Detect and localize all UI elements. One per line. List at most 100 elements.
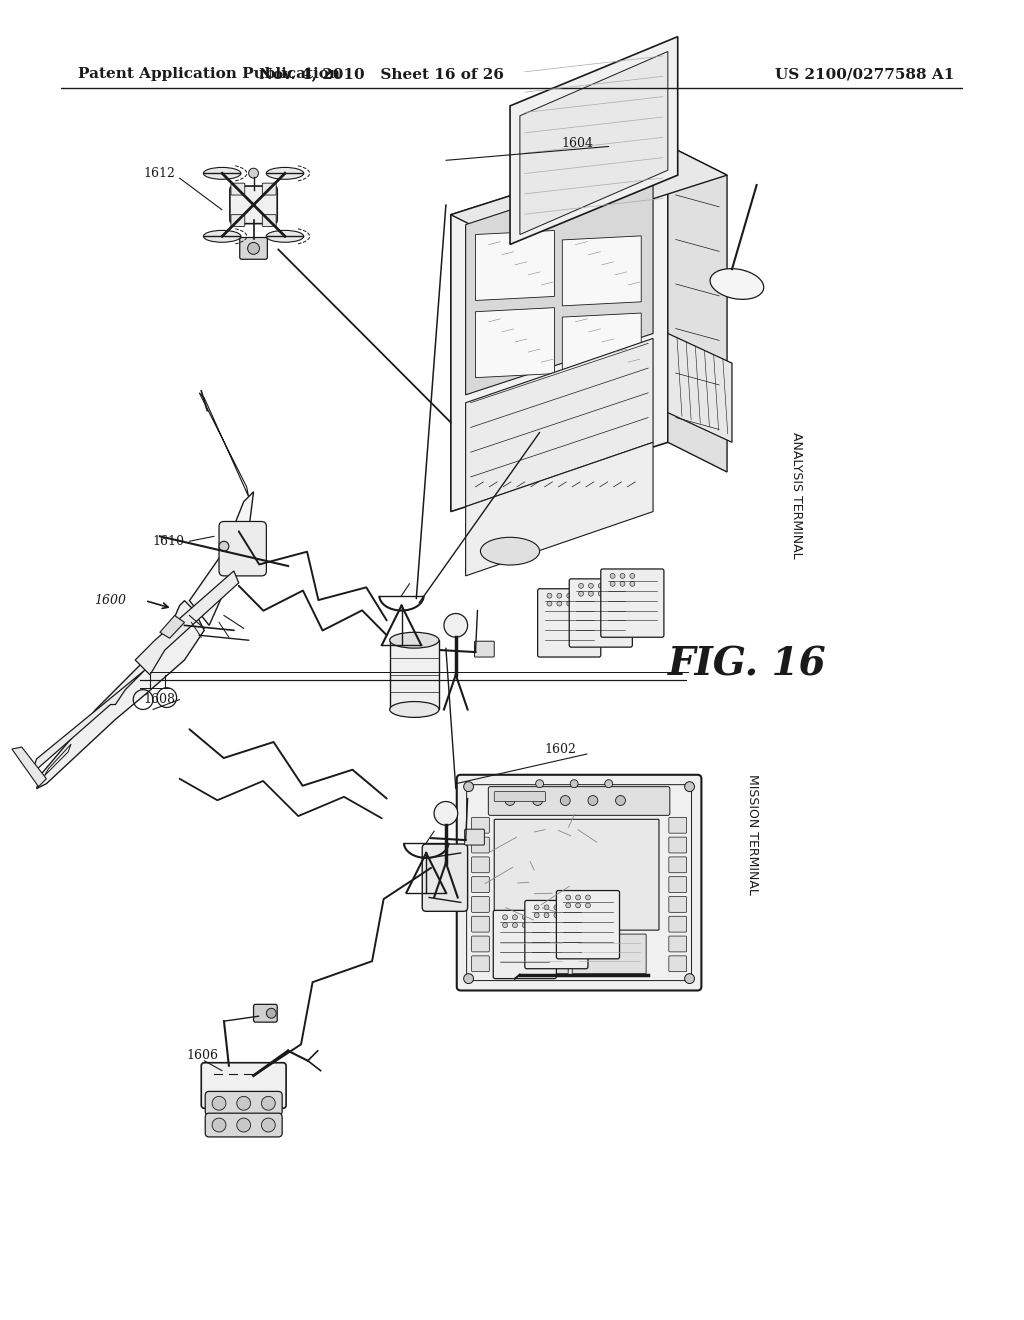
Polygon shape bbox=[466, 442, 653, 576]
Ellipse shape bbox=[204, 168, 241, 180]
Text: 1600: 1600 bbox=[94, 594, 126, 607]
Circle shape bbox=[547, 601, 552, 606]
Circle shape bbox=[535, 906, 539, 909]
Circle shape bbox=[605, 780, 612, 788]
Circle shape bbox=[566, 601, 571, 606]
Polygon shape bbox=[466, 338, 653, 507]
Circle shape bbox=[566, 593, 571, 598]
Circle shape bbox=[505, 796, 515, 805]
Ellipse shape bbox=[266, 168, 304, 180]
Text: Nov. 4, 2010   Sheet 16 of 26: Nov. 4, 2010 Sheet 16 of 26 bbox=[259, 67, 504, 82]
Polygon shape bbox=[562, 313, 641, 383]
Circle shape bbox=[566, 903, 570, 908]
Circle shape bbox=[522, 923, 527, 928]
FancyBboxPatch shape bbox=[472, 956, 489, 972]
Circle shape bbox=[570, 780, 579, 788]
Circle shape bbox=[554, 906, 559, 909]
Circle shape bbox=[630, 573, 635, 578]
Polygon shape bbox=[520, 51, 668, 235]
Circle shape bbox=[544, 906, 549, 909]
Text: ANALYSIS TERMINAL: ANALYSIS TERMINAL bbox=[790, 433, 803, 560]
FancyBboxPatch shape bbox=[472, 916, 489, 932]
FancyBboxPatch shape bbox=[669, 956, 687, 972]
Ellipse shape bbox=[204, 231, 241, 243]
Circle shape bbox=[685, 974, 694, 983]
FancyBboxPatch shape bbox=[538, 589, 601, 657]
FancyBboxPatch shape bbox=[669, 876, 687, 892]
Circle shape bbox=[249, 168, 258, 178]
Circle shape bbox=[261, 1118, 275, 1133]
Circle shape bbox=[522, 915, 527, 920]
FancyBboxPatch shape bbox=[488, 787, 670, 816]
FancyBboxPatch shape bbox=[472, 857, 489, 873]
FancyBboxPatch shape bbox=[572, 935, 646, 974]
FancyBboxPatch shape bbox=[262, 183, 276, 195]
Circle shape bbox=[620, 573, 625, 578]
Ellipse shape bbox=[390, 632, 439, 648]
Circle shape bbox=[598, 583, 603, 589]
Circle shape bbox=[575, 903, 581, 908]
Circle shape bbox=[532, 796, 543, 805]
Circle shape bbox=[610, 573, 615, 578]
Circle shape bbox=[503, 915, 508, 920]
FancyBboxPatch shape bbox=[254, 1005, 278, 1022]
Circle shape bbox=[512, 915, 517, 920]
Circle shape bbox=[685, 781, 694, 792]
Circle shape bbox=[464, 974, 473, 983]
Text: US 2100/0277588 A1: US 2100/0277588 A1 bbox=[774, 67, 954, 82]
Text: 1612: 1612 bbox=[143, 166, 175, 180]
Circle shape bbox=[579, 591, 584, 597]
FancyBboxPatch shape bbox=[495, 820, 659, 931]
FancyBboxPatch shape bbox=[472, 817, 489, 833]
Polygon shape bbox=[135, 572, 239, 675]
Circle shape bbox=[610, 581, 615, 586]
FancyBboxPatch shape bbox=[205, 1113, 283, 1137]
Ellipse shape bbox=[710, 269, 764, 300]
Circle shape bbox=[598, 591, 603, 597]
FancyBboxPatch shape bbox=[669, 896, 687, 912]
FancyBboxPatch shape bbox=[205, 1092, 283, 1115]
FancyBboxPatch shape bbox=[669, 916, 687, 932]
Circle shape bbox=[212, 1118, 226, 1133]
FancyBboxPatch shape bbox=[669, 837, 687, 853]
FancyBboxPatch shape bbox=[472, 936, 489, 952]
FancyBboxPatch shape bbox=[422, 843, 468, 911]
Text: Patent Application Publication: Patent Application Publication bbox=[78, 67, 340, 82]
FancyBboxPatch shape bbox=[669, 817, 687, 833]
FancyBboxPatch shape bbox=[569, 579, 633, 647]
FancyBboxPatch shape bbox=[472, 896, 489, 912]
Polygon shape bbox=[668, 145, 727, 473]
FancyBboxPatch shape bbox=[465, 829, 484, 845]
Text: 1608: 1608 bbox=[143, 693, 175, 706]
Ellipse shape bbox=[390, 701, 439, 717]
FancyBboxPatch shape bbox=[219, 521, 266, 576]
Polygon shape bbox=[510, 37, 678, 244]
FancyBboxPatch shape bbox=[525, 900, 588, 969]
Polygon shape bbox=[475, 308, 554, 378]
Circle shape bbox=[579, 583, 584, 589]
Circle shape bbox=[261, 1097, 275, 1110]
Circle shape bbox=[237, 1097, 251, 1110]
Circle shape bbox=[615, 796, 626, 805]
FancyBboxPatch shape bbox=[474, 642, 495, 657]
FancyBboxPatch shape bbox=[601, 569, 664, 638]
Circle shape bbox=[586, 895, 591, 900]
Polygon shape bbox=[475, 231, 554, 301]
Text: 1602: 1602 bbox=[545, 743, 577, 755]
Circle shape bbox=[586, 903, 591, 908]
Circle shape bbox=[212, 1097, 226, 1110]
Text: FIG. 16: FIG. 16 bbox=[668, 645, 826, 684]
Circle shape bbox=[588, 796, 598, 805]
Circle shape bbox=[444, 614, 468, 638]
FancyBboxPatch shape bbox=[229, 186, 278, 223]
Polygon shape bbox=[562, 236, 641, 306]
Circle shape bbox=[266, 1008, 276, 1018]
Polygon shape bbox=[160, 615, 184, 639]
Circle shape bbox=[560, 796, 570, 805]
Ellipse shape bbox=[480, 537, 540, 565]
FancyBboxPatch shape bbox=[231, 215, 245, 227]
Polygon shape bbox=[32, 669, 145, 774]
Polygon shape bbox=[189, 492, 254, 626]
FancyBboxPatch shape bbox=[495, 935, 568, 974]
Polygon shape bbox=[466, 164, 653, 395]
